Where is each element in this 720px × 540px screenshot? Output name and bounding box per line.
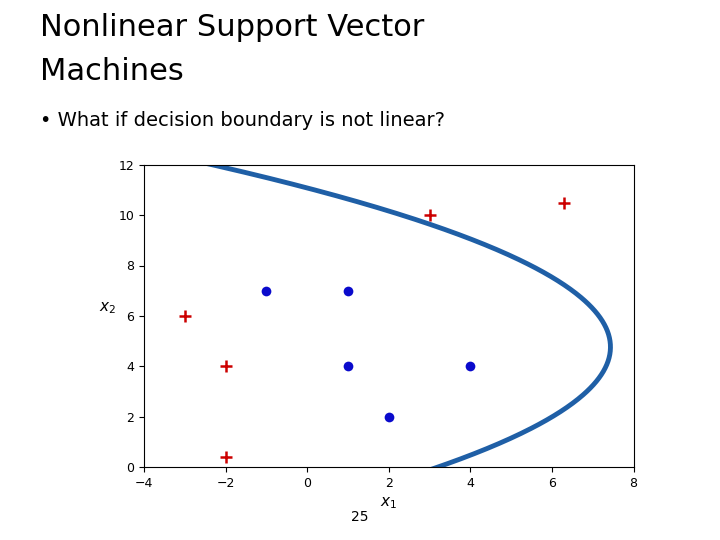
Text: 25: 25 <box>351 510 369 524</box>
X-axis label: $x_1$: $x_1$ <box>380 495 397 511</box>
Text: Machines: Machines <box>40 57 184 86</box>
Text: • What if decision boundary is not linear?: • What if decision boundary is not linea… <box>40 111 445 130</box>
Text: Nonlinear Support Vector: Nonlinear Support Vector <box>40 14 424 43</box>
Y-axis label: $x_2$: $x_2$ <box>99 300 116 316</box>
